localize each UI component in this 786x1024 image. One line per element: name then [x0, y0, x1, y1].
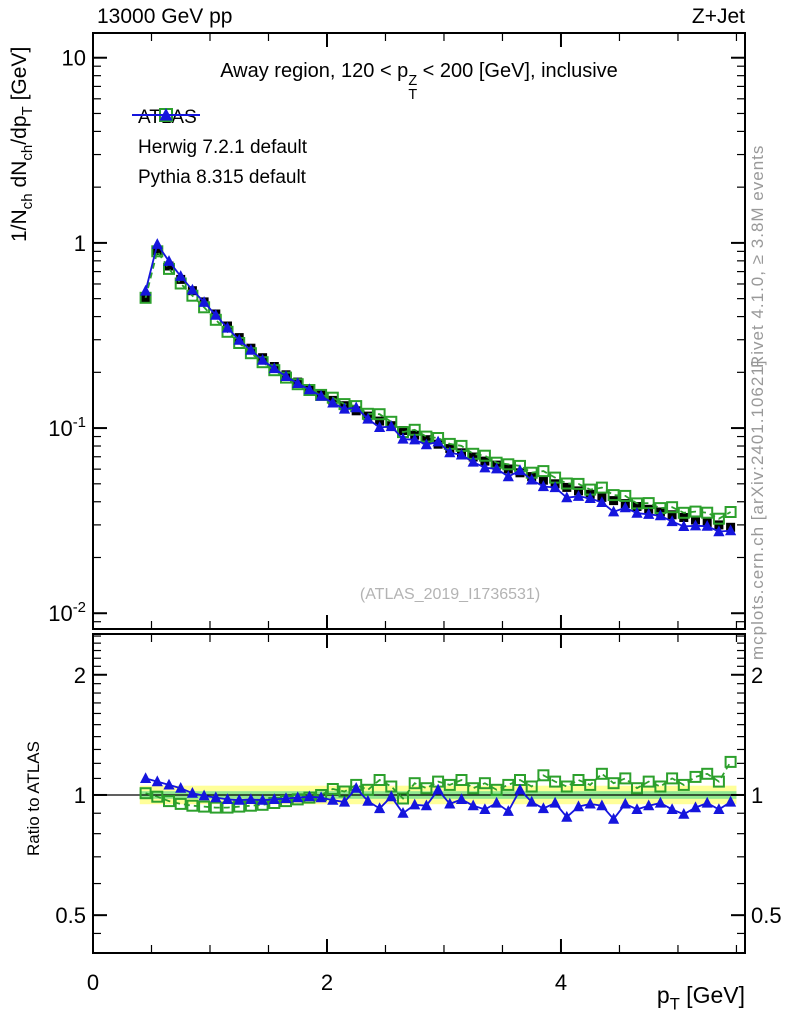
svg-text:0.5: 0.5	[55, 903, 86, 928]
svg-text:4: 4	[555, 970, 567, 995]
plot-frames	[92, 32, 746, 954]
main-y-axis-title: 1/Nch dNch/dpT [GeV]	[8, 46, 37, 242]
analysis-id-watermark: (ATLAS_2019_I1736531)	[359, 586, 541, 603]
svg-text:10: 10	[62, 46, 86, 71]
svg-text:2: 2	[751, 663, 763, 688]
mcplots-arxiv-note: mcplots.cern.ch [arXiv:2401.10621]	[748, 359, 767, 660]
svg-text:2: 2	[74, 663, 86, 688]
svg-text:1: 1	[751, 783, 763, 808]
legend-item-label: Pythia 8.315 default	[138, 167, 306, 188]
legend-item-pythia: Pythia 8.315 default	[130, 108, 307, 193]
beam-energy-label: 13000 GeV pp	[97, 5, 233, 28]
svg-text:2: 2	[321, 970, 333, 995]
svg-text:1: 1	[74, 783, 86, 808]
axis-ticks	[92, 33, 745, 953]
svg-text:0: 0	[87, 970, 99, 995]
series-pythia-main	[140, 238, 737, 537]
x-axis-title: pT [GeV]	[656, 982, 745, 1014]
series-atlas-main	[141, 246, 736, 532]
rivet-version-note: Rivet 4.1.0, ≥ 3.8M events	[748, 144, 767, 368]
ratio-y-axis-title: Ratio to ATLAS	[24, 741, 43, 856]
legend-item-herwig: Herwig 7.2.1 default	[130, 108, 307, 163]
legend-item-label: Herwig 7.2.1 default	[138, 137, 307, 158]
axis-tick-labels: 0 2 4 10 1 10-1 10-2 2 2 1 1 0.5 0.5	[48, 46, 781, 995]
filled-triangle-icon	[132, 108, 200, 121]
series-herwig-main	[139, 245, 737, 525]
svg-text:1: 1	[74, 231, 86, 256]
svg-text:10-2: 10-2	[48, 599, 86, 626]
svg-text:10-1: 10-1	[48, 414, 86, 441]
process-label: Z+Jet	[691, 5, 745, 28]
svg-text:0.5: 0.5	[751, 903, 782, 928]
series-pythia-ratio	[140, 772, 737, 824]
